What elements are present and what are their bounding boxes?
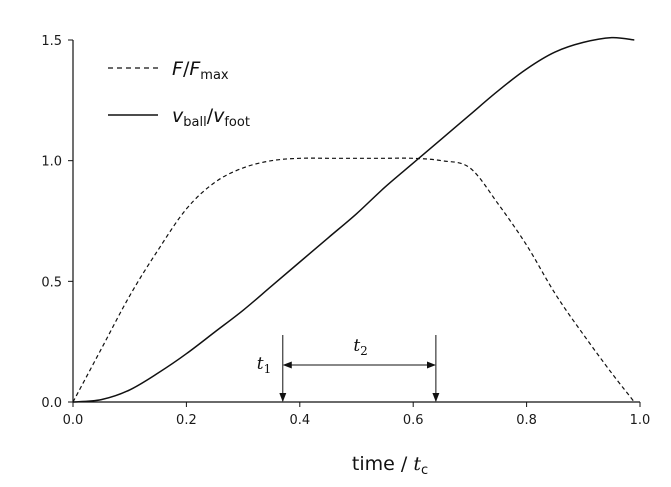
x-tick-label: 0.8 — [516, 413, 537, 428]
axes: 0.0 0.2 0.4 0.6 0.8 1.0 0.0 0.5 1.0 1.5 — [41, 34, 650, 428]
x-tick-label: 0.6 — [403, 413, 424, 428]
y-tick-label: 1.0 — [41, 155, 62, 170]
annotation-layer: t1 t2 — [257, 335, 440, 402]
series-line-force — [72, 157, 635, 403]
series-line-velocity — [72, 36, 635, 403]
x-tick-label: 0.4 — [289, 413, 310, 428]
t2-label: t2 — [353, 336, 367, 358]
y-tick-label: 0.5 — [41, 275, 62, 290]
x-axis-title: time / tc — [352, 453, 428, 478]
x-tick-label: 0.0 — [63, 413, 84, 428]
y-tick-label: 0.0 — [41, 396, 62, 411]
series-layer — [72, 36, 635, 403]
x-tick-label: 1.0 — [630, 413, 651, 428]
legend-label-velocity: vball/vfoot — [172, 105, 250, 130]
y-tick-label: 1.5 — [41, 34, 62, 49]
legend-label-force: F/Fmax — [172, 58, 229, 83]
x-tick-label: 0.2 — [176, 413, 197, 428]
t1-label: t1 — [257, 354, 271, 376]
legend: F/Fmax vball/vfoot — [108, 58, 250, 130]
